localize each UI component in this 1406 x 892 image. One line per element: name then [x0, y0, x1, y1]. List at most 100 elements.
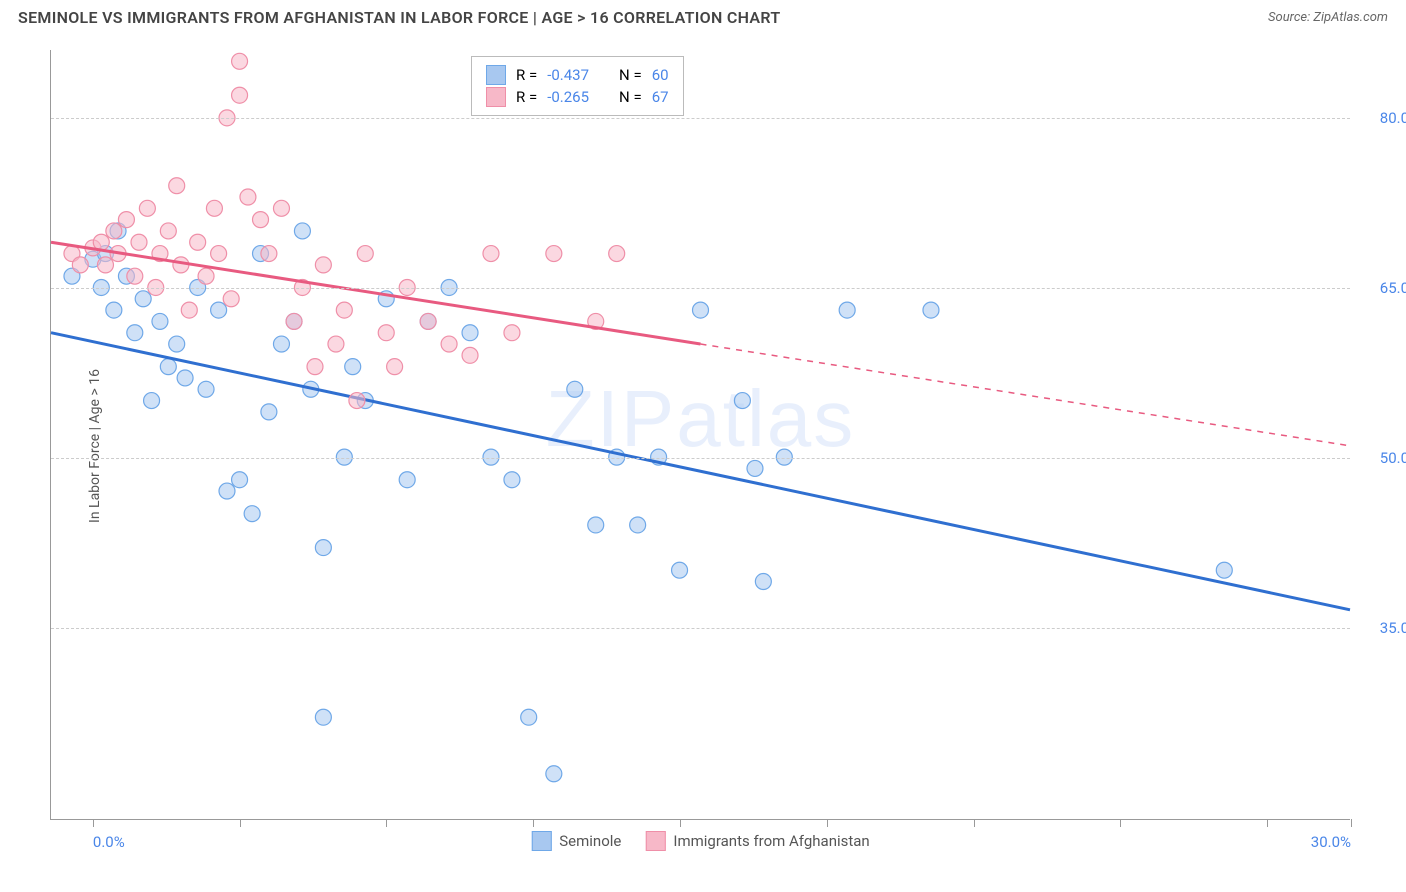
data-point [232, 472, 248, 488]
legend-swatch [645, 831, 665, 851]
legend-swatch [531, 831, 551, 851]
data-point [177, 370, 193, 386]
data-point [223, 291, 239, 307]
x-tick [93, 819, 94, 827]
x-tick [974, 819, 975, 827]
data-point [399, 472, 415, 488]
gridline [51, 458, 1350, 459]
data-point [315, 257, 331, 273]
data-point [755, 574, 771, 590]
data-point [160, 359, 176, 375]
data-point [240, 189, 256, 205]
data-point [387, 359, 403, 375]
gridline [51, 118, 1350, 119]
legend-series-name: Seminole [559, 832, 621, 850]
data-point [462, 325, 478, 341]
data-point [521, 709, 537, 725]
data-point [546, 246, 562, 262]
data-point [244, 506, 260, 522]
data-point [441, 336, 457, 352]
data-point [315, 540, 331, 556]
data-point [211, 302, 227, 318]
legend-series-name: Immigrants from Afghanistan [673, 832, 869, 850]
legend-item: Immigrants from Afghanistan [645, 831, 869, 851]
data-point [160, 223, 176, 239]
legend-r-label: R = [516, 66, 537, 84]
x-tick-label-min: 0.0% [93, 833, 125, 851]
data-point [169, 178, 185, 194]
data-point [923, 302, 939, 318]
data-point [127, 268, 143, 284]
data-point [106, 302, 122, 318]
chart-plot-area: ZIPatlas R = -0.437N = 60R = -0.265N = 6… [50, 50, 1350, 820]
data-point [219, 483, 235, 499]
data-point [462, 347, 478, 363]
data-point [152, 313, 168, 329]
x-tick [386, 819, 387, 827]
y-tick-label: 35.0% [1360, 619, 1406, 637]
data-point [127, 325, 143, 341]
data-point [198, 381, 214, 397]
legend-item: Seminole [531, 831, 621, 851]
data-point [273, 336, 289, 352]
legend-n-value: 67 [652, 88, 669, 106]
data-point [211, 246, 227, 262]
data-point [118, 212, 134, 228]
scatter-svg [51, 50, 1350, 819]
data-point [839, 302, 855, 318]
legend-r-label: R = [516, 88, 537, 106]
x-tick [1267, 819, 1268, 827]
data-point [232, 53, 248, 69]
data-point [139, 200, 155, 216]
data-point [294, 223, 310, 239]
data-point [253, 212, 269, 228]
data-point [693, 302, 709, 318]
gridline [51, 288, 1350, 289]
data-point [504, 472, 520, 488]
data-point [336, 302, 352, 318]
trend-line-extrapolated [701, 344, 1351, 446]
x-tick [1120, 819, 1121, 827]
x-tick [680, 819, 681, 827]
data-point [734, 393, 750, 409]
data-point [198, 268, 214, 284]
legend-n-label: N = [619, 88, 642, 106]
data-point [72, 257, 88, 273]
data-point [609, 246, 625, 262]
data-point [349, 393, 365, 409]
data-point [420, 313, 436, 329]
data-point [144, 393, 160, 409]
data-point [357, 246, 373, 262]
series-legend: Seminole Immigrants from Afghanistan [531, 831, 869, 851]
data-point [345, 359, 361, 375]
data-point [672, 562, 688, 578]
legend-r-value: -0.437 [547, 66, 589, 84]
data-point [181, 302, 197, 318]
chart-title: SEMINOLE VS IMMIGRANTS FROM AFGHANISTAN … [18, 8, 780, 27]
legend-swatch [486, 65, 506, 85]
legend-row: R = -0.265 N = 67 [486, 87, 669, 107]
data-point [261, 404, 277, 420]
data-point [588, 517, 604, 533]
data-point [286, 313, 302, 329]
x-tick [1351, 819, 1352, 827]
gridline [51, 628, 1350, 629]
x-tick [240, 819, 241, 827]
legend-n-value: 60 [652, 66, 669, 84]
data-point [1216, 562, 1232, 578]
source-attribution: Source: ZipAtlas.com [1268, 10, 1388, 25]
y-tick-label: 50.0% [1360, 449, 1406, 467]
data-point [273, 200, 289, 216]
x-tick-label-max: 30.0% [1311, 833, 1351, 851]
data-point [131, 234, 147, 250]
legend-r-value: -0.265 [547, 88, 589, 106]
data-point [546, 766, 562, 782]
data-point [315, 709, 331, 725]
data-point [106, 223, 122, 239]
data-point [567, 381, 583, 397]
y-tick-label: 80.0% [1360, 109, 1406, 127]
legend-swatch [486, 87, 506, 107]
data-point [97, 257, 113, 273]
data-point [135, 291, 151, 307]
data-point [747, 460, 763, 476]
